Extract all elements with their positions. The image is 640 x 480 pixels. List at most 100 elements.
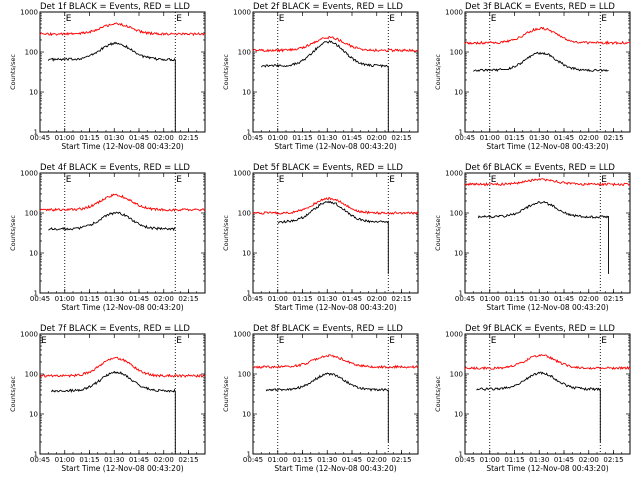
event-marker-label: E (176, 336, 182, 346)
y-axis-label: Counts/sec (434, 54, 442, 90)
x-tick-label: 01:30 (317, 134, 337, 142)
x-tick-label: 01:30 (104, 134, 124, 142)
y-tick-label: 100 (450, 371, 463, 379)
y-axis-label: Counts/sec (434, 215, 442, 251)
x-axis-label: Start Time (12-Nov-08 00:43:20) (486, 303, 608, 312)
x-axis-label: Start Time (12-Nov-08 00:43:20) (486, 464, 608, 473)
x-tick-label: 01:30 (529, 456, 549, 464)
x-tick-label: 01:00 (480, 295, 500, 303)
y-tick-label: 100 (238, 371, 251, 379)
x-tick-label: 02:00 (367, 456, 387, 464)
y-tick-label: 1000 (233, 170, 251, 178)
event-marker-label: E (66, 175, 72, 185)
x-tick-label: 01:15 (79, 456, 99, 464)
y-tick-label: 1 (459, 451, 463, 459)
panel-det-6: Det 6f BLACK = Events, RED = LLD 1 10 100 10… (434, 163, 631, 312)
event-marker-label: E (389, 175, 395, 185)
event-marker-label: E (389, 336, 395, 346)
panel-det-4: Det 4f BLACK = Events, RED = LLD 1 10 100 10… (9, 163, 206, 312)
x-tick-label: 02:00 (579, 134, 599, 142)
x-tick-label: 01:30 (317, 295, 337, 303)
x-tick-label: 01:15 (292, 456, 312, 464)
y-axis-label: Counts/sec (9, 215, 17, 251)
y-tick-label: 100 (25, 371, 38, 379)
x-tick-label: 01:45 (554, 456, 574, 464)
y-tick-label: 10 (242, 250, 251, 258)
x-tick-label: 02:00 (367, 295, 387, 303)
y-tick-label: 10 (454, 411, 463, 419)
panel-title: Det 9f BLACK = Events, RED = LLD (465, 324, 615, 334)
event-marker-label: E (279, 14, 285, 24)
x-tick-label: 01:45 (129, 295, 149, 303)
x-tick-label: 02:15 (391, 134, 411, 142)
y-tick-label: 10 (29, 89, 38, 97)
x-tick-label: 01:30 (104, 456, 124, 464)
series-line-lld (464, 178, 631, 187)
x-tick-label: 01:00 (268, 456, 288, 464)
y-tick-label: 1 (34, 129, 38, 137)
y-tick-label: 100 (238, 49, 251, 57)
y-tick-label: 1 (247, 451, 251, 459)
y-tick-label: 1000 (445, 331, 463, 339)
event-marker-label: E (601, 175, 607, 185)
panel-title: Det 4f BLACK = Events, RED = LLD (40, 163, 190, 173)
x-axis-label: Start Time (12-Nov-08 00:43:20) (274, 303, 396, 312)
y-tick-label: 10 (29, 411, 38, 419)
event-marker-label: E (491, 336, 497, 346)
x-tick-label: 01:15 (504, 295, 524, 303)
x-tick-label: 01:15 (504, 456, 524, 464)
event-marker-label: E (66, 14, 72, 24)
y-axis-label: Counts/sec (434, 376, 442, 412)
event-marker-label: E (176, 14, 182, 24)
y-tick-label: 10 (242, 89, 251, 97)
series-line-events (265, 372, 389, 442)
event-marker-label: E (176, 175, 182, 185)
panel-title: Det 2f BLACK = Events, RED = LLD (253, 2, 403, 12)
x-tick-label: 00:45 (243, 134, 263, 142)
x-tick-label: 02:00 (154, 456, 174, 464)
x-tick-label: 02:00 (579, 295, 599, 303)
x-tick-label: 01:30 (529, 134, 549, 142)
x-tick-label: 02:15 (603, 456, 623, 464)
series-line-lld (464, 26, 631, 46)
x-axis-label: Start Time (12-Nov-08 00:43:20) (61, 464, 183, 473)
x-tick-label: 01:00 (480, 456, 500, 464)
event-marker-label: E (389, 14, 395, 24)
series-line-events (473, 51, 609, 73)
event-marker-label: E (491, 175, 497, 185)
y-tick-label: 10 (454, 89, 463, 97)
x-axis-label: Start Time (12-Nov-08 00:43:20) (61, 142, 183, 151)
x-tick-label: 01:00 (268, 295, 288, 303)
x-tick-label: 00:45 (243, 295, 263, 303)
event-marker-label: E (41, 336, 47, 346)
x-tick-label: 01:15 (79, 295, 99, 303)
x-tick-label: 01:30 (529, 295, 549, 303)
series-line-events (47, 41, 176, 132)
panel-title: Det 3f BLACK = Events, RED = LLD (465, 2, 615, 12)
event-marker-label: E (279, 175, 285, 185)
x-tick-label: 01:15 (504, 134, 524, 142)
panel-det-1: Det 1f BLACK = Events, RED = LLD 1 10 100 10… (9, 2, 206, 151)
x-axis-label: Start Time (12-Nov-08 00:43:20) (274, 464, 396, 473)
y-tick-label: 1000 (20, 9, 38, 17)
x-tick-label: 02:15 (391, 456, 411, 464)
y-tick-label: 1 (247, 129, 251, 137)
x-tick-label: 02:00 (367, 134, 387, 142)
series-line-events (277, 200, 389, 274)
event-marker-label: E (491, 14, 497, 24)
x-tick-label: 02:15 (603, 295, 623, 303)
x-tick-label: 02:15 (391, 295, 411, 303)
x-tick-label: 00:45 (455, 456, 475, 464)
y-axis-label: Counts/sec (9, 376, 17, 412)
x-tick-label: 01:15 (292, 134, 312, 142)
panel-det-7: Det 7f BLACK = Events, RED = LLD 1 10 100 10… (9, 324, 206, 473)
x-tick-label: 01:45 (342, 134, 362, 142)
x-axis-label: Start Time (12-Nov-08 00:43:20) (274, 142, 396, 151)
x-tick-label: 00:45 (243, 456, 263, 464)
x-tick-label: 00:45 (30, 295, 50, 303)
panel-det-3: Det 3f BLACK = Events, RED = LLD 1 10 100 10… (434, 2, 631, 151)
panel-title: Det 6f BLACK = Events, RED = LLD (465, 163, 615, 173)
y-tick-label: 1000 (233, 331, 251, 339)
y-tick-label: 10 (242, 411, 251, 419)
